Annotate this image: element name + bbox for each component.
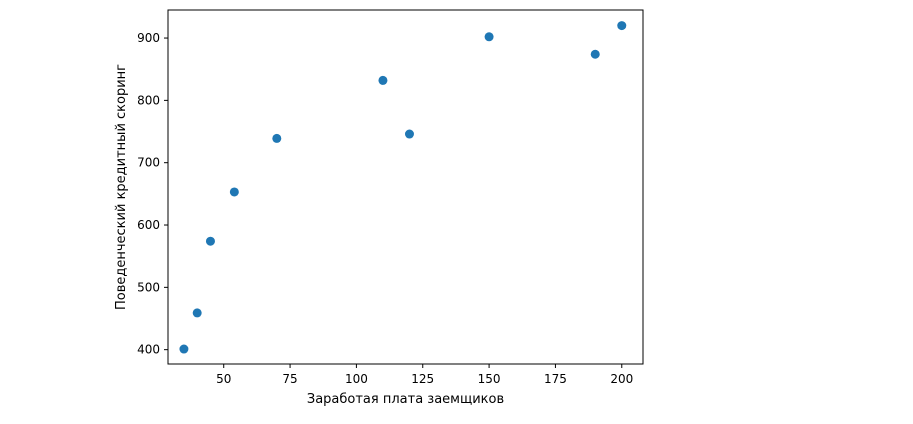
- plot-frame: [167, 9, 644, 365]
- y-tick-label: 700: [137, 156, 160, 170]
- data-point: [192, 308, 202, 318]
- data-point: [484, 32, 494, 42]
- x-tick-label: 125: [411, 372, 434, 386]
- data-point: [590, 49, 600, 59]
- x-tick-label: 200: [610, 372, 633, 386]
- data-point: [404, 129, 414, 139]
- data-point: [617, 21, 627, 31]
- x-tick-label: 75: [282, 372, 297, 386]
- y-tick-label: 800: [137, 93, 160, 107]
- data-point: [205, 236, 215, 246]
- data-points: [179, 21, 627, 354]
- x-tick-label: 150: [478, 372, 501, 386]
- x-axis: 50 75 100 125 150 175 200: [216, 364, 633, 386]
- data-point: [229, 187, 239, 197]
- y-tick-label: 500: [137, 280, 160, 294]
- y-axis: 400 500 600 700 800 900: [137, 31, 168, 357]
- plot-area: [168, 10, 643, 364]
- y-tick-label: 900: [137, 31, 160, 45]
- x-tick-label: 175: [544, 372, 567, 386]
- y-axis-label: Поведенческий кредитный скоринг: [114, 64, 129, 310]
- data-point: [179, 344, 189, 354]
- data-point: [378, 75, 388, 85]
- x-axis-label: Заработая плата заемщиков: [307, 392, 504, 407]
- y-tick-label: 600: [137, 218, 160, 232]
- x-tick-label: 50: [216, 372, 231, 386]
- x-tick-label: 100: [345, 372, 368, 386]
- y-tick-label: 400: [137, 343, 160, 357]
- data-point: [272, 133, 282, 143]
